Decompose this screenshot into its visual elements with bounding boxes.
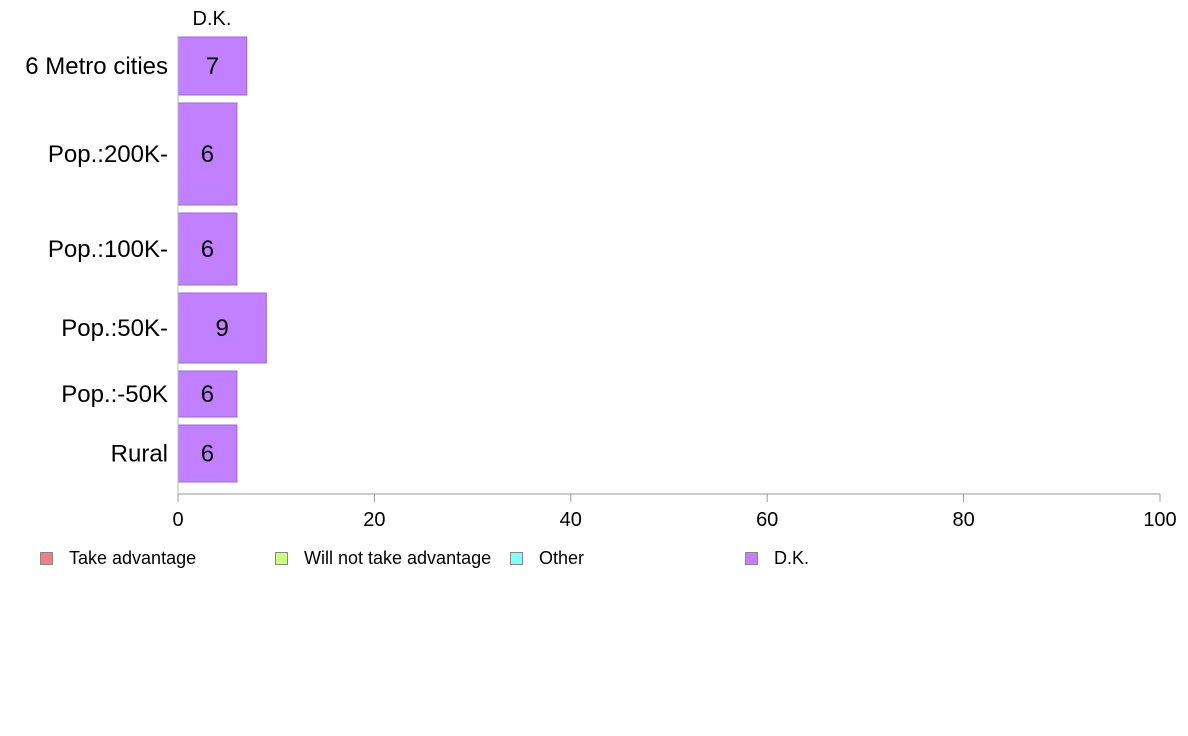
data-label-0: 7 [206, 53, 219, 80]
x-axis: 0 20 40 60 80 100 [172, 37, 1177, 531]
category-label-2: Pop.:100K- [48, 236, 168, 263]
legend-item-0: Take advantage [40, 546, 196, 570]
legend-swatch-3 [745, 551, 758, 565]
data-label-5: 6 [201, 441, 214, 468]
bar-2-series-3 [177, 212, 238, 286]
legend-swatch-1 [275, 551, 288, 565]
category-label-1: Pop.:200K- [48, 141, 168, 168]
x-tick-label-1: 20 [363, 509, 385, 531]
legend-swatch-0 [40, 551, 53, 565]
legend: Take advantage Will not take advantage Oth… [0, 546, 1188, 570]
legend-label-1: Will not take advantage [304, 547, 492, 568]
bar-3-series-3 [177, 292, 267, 364]
bars-group: 7 6 6 9 6 6 [177, 36, 267, 483]
legend-item-2: Other [510, 546, 584, 570]
x-tick-label-5: 100 [1143, 509, 1176, 531]
data-label-3: 9 [216, 315, 229, 342]
bar-4-series-3 [177, 370, 238, 418]
legend-item-1: Will not take advantage [275, 546, 491, 570]
category-label-5: Rural [111, 441, 168, 468]
category-labels: 6 Metro cities Pop.:200K- Pop.:100K- Pop.:5… [25, 53, 168, 468]
legend-item-3: D.K. [745, 546, 809, 570]
bar-1-series-3 [177, 102, 238, 206]
category-label-3: Pop.:50K- [61, 315, 168, 342]
category-label-4: Pop.:-50K [61, 381, 168, 408]
category-label-0: 6 Metro cities [25, 53, 168, 80]
legend-label-3: D.K. [774, 547, 810, 568]
bar-0-series-3 [177, 36, 248, 96]
legend-swatch-2 [510, 551, 523, 565]
x-tick-label-4: 80 [952, 509, 974, 531]
column-header: D.K. [193, 8, 232, 30]
legend-label-2: Other [539, 547, 585, 568]
data-label-2: 6 [201, 236, 214, 263]
data-label-4: 6 [201, 381, 214, 408]
data-label-1: 6 [201, 141, 214, 168]
x-tick-label-0: 0 [172, 509, 183, 531]
x-tick-label-3: 60 [756, 509, 778, 531]
legend-label-0: Take advantage [69, 547, 197, 568]
x-tick-label-2: 40 [560, 509, 582, 531]
